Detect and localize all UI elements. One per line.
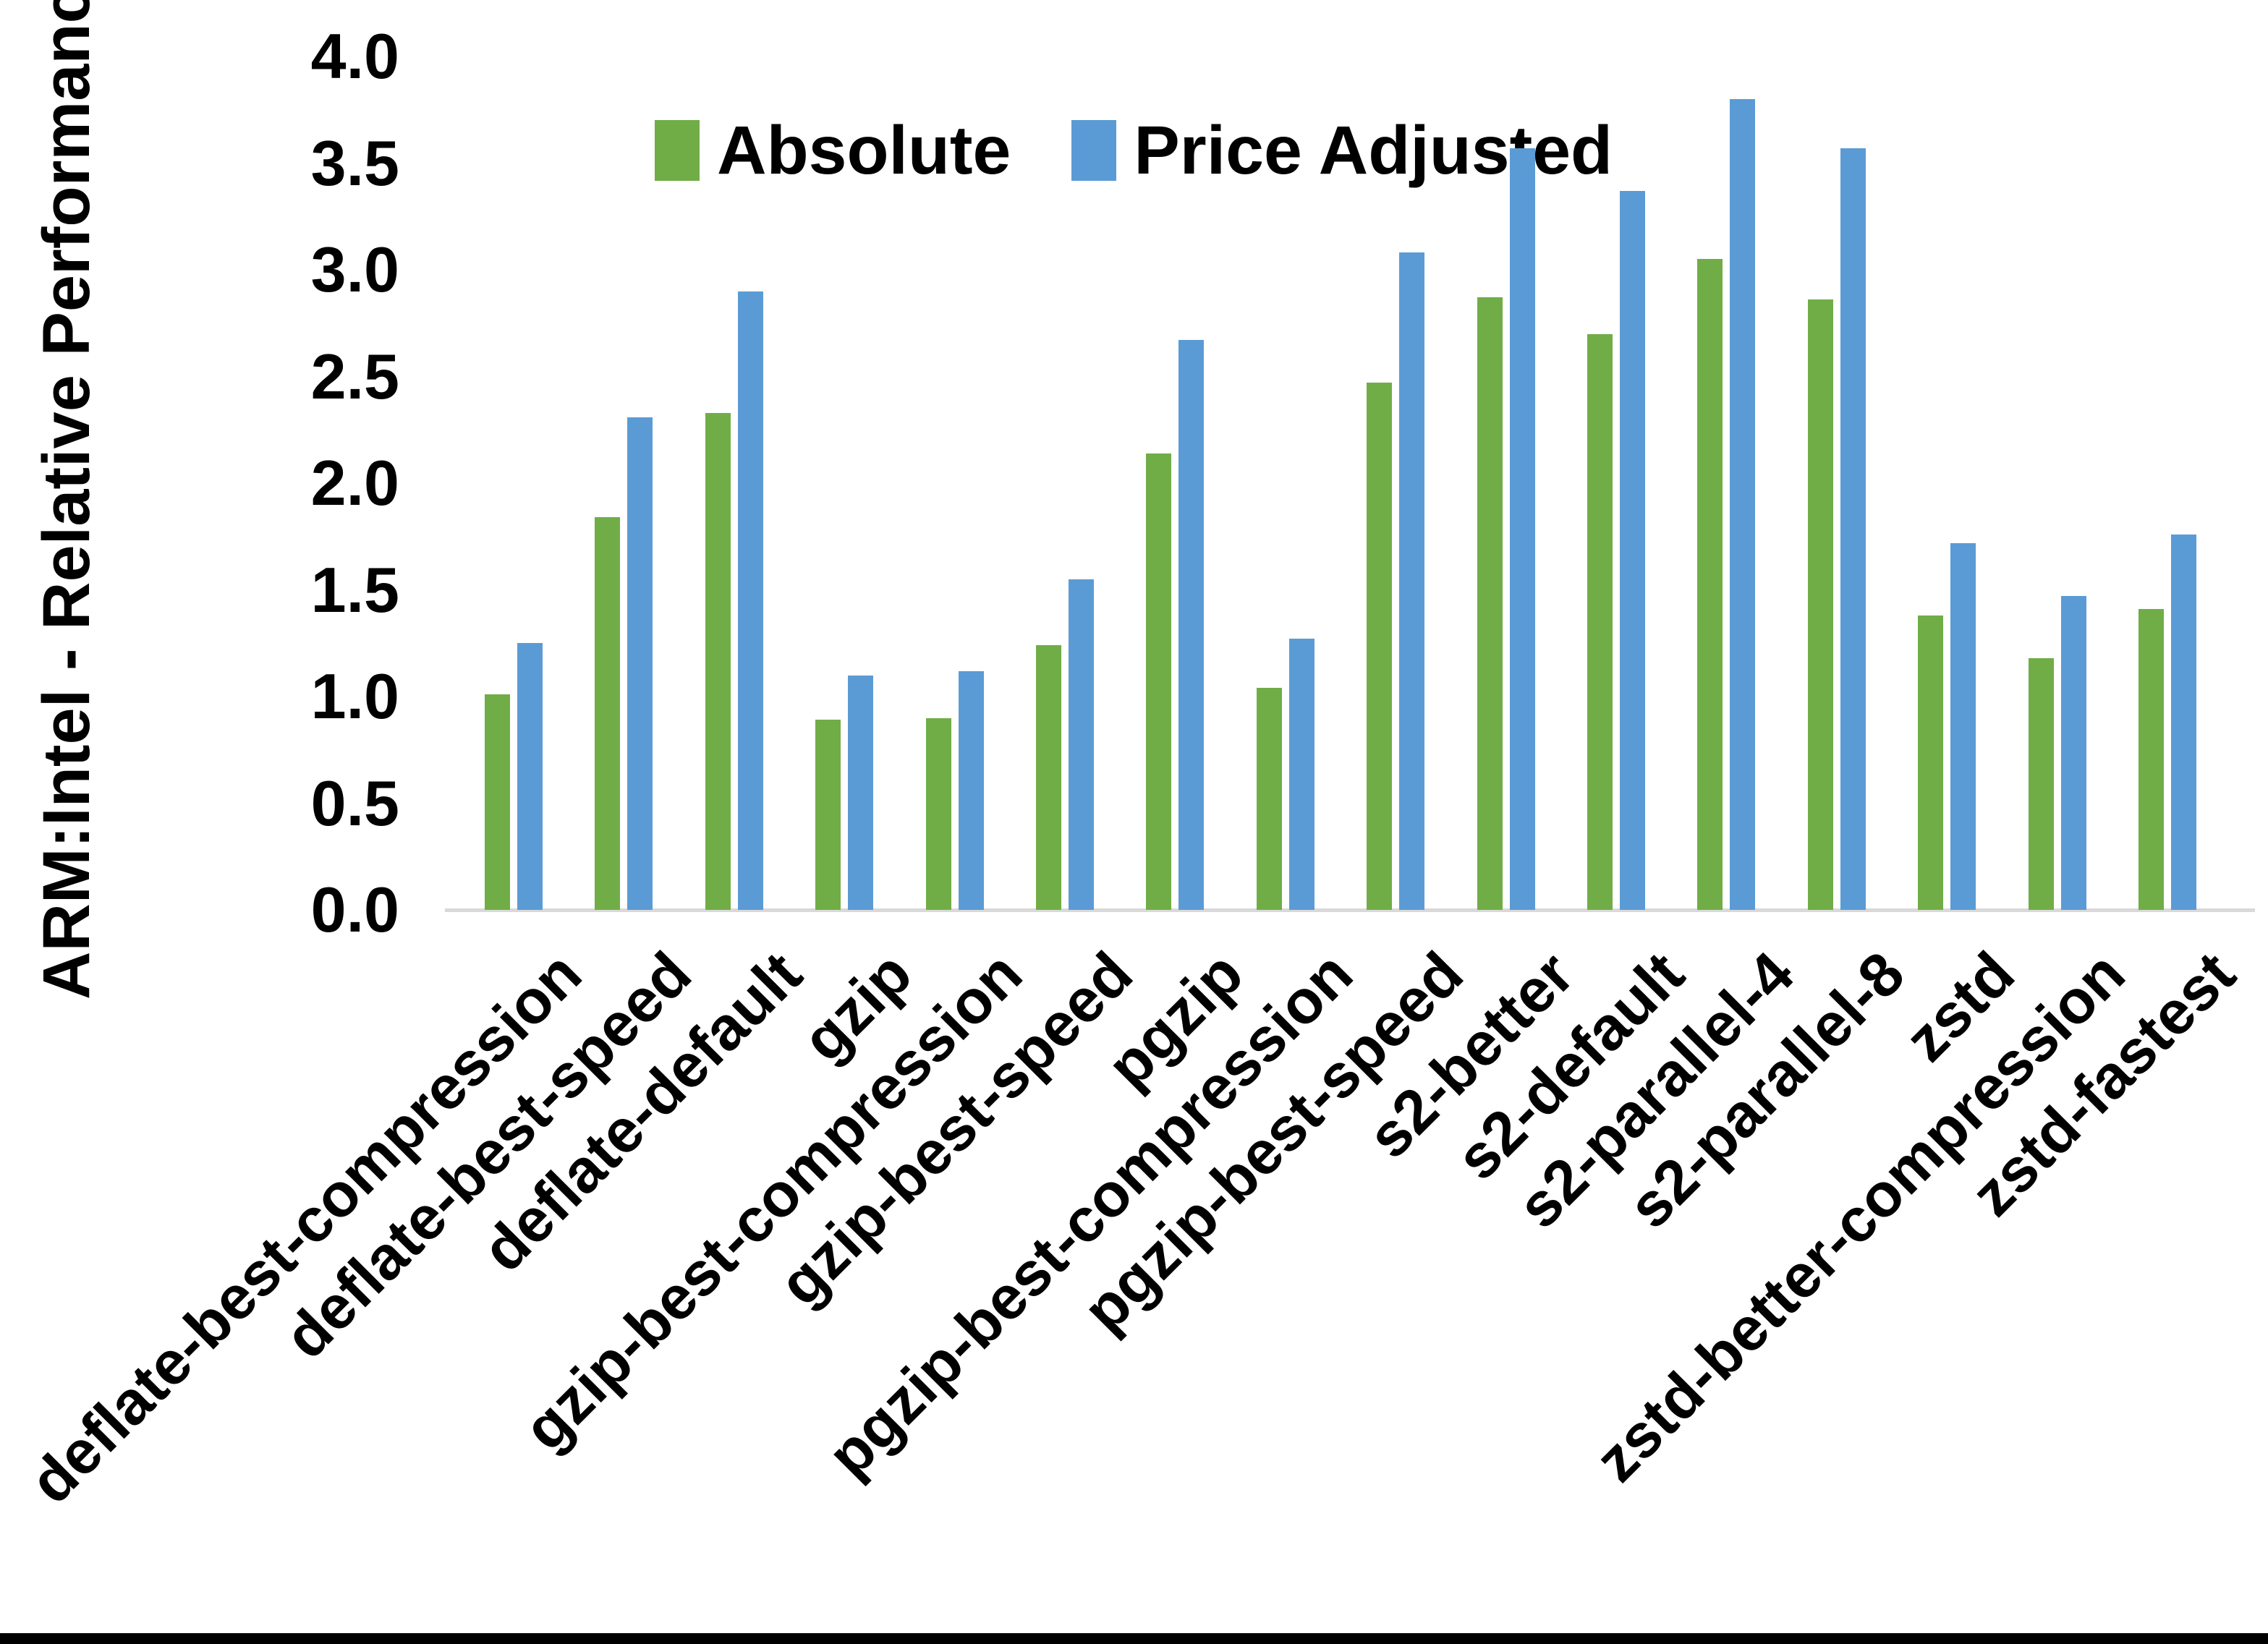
bar-absolute-s2-parallel-8 <box>1807 299 1833 910</box>
bar-price-adjusted-deflate-best-speed <box>627 417 653 910</box>
y-tick-label: 2.0 <box>310 447 399 519</box>
bar-price-adjusted-deflate-best-compression <box>517 643 543 910</box>
bar-price-adjusted-s2-default <box>1620 190 1645 910</box>
y-tick-label: 4.0 <box>310 20 399 92</box>
bar-price-adjusted-s2-parallel-4 <box>1730 99 1756 910</box>
bar-price-adjusted-zstd-better-compression <box>2060 596 2086 910</box>
bar-absolute-s2-better <box>1477 297 1503 910</box>
legend-swatch-price-adjusted <box>1071 120 1117 182</box>
bar-price-adjusted-deflate-default <box>737 291 763 910</box>
bar-absolute-deflate-best-compression <box>485 694 510 910</box>
bar-absolute-pgzip <box>1146 453 1172 910</box>
bar-absolute-deflate-best-speed <box>595 517 621 910</box>
bar-absolute-gzip-best-speed <box>1036 645 1061 910</box>
y-tick-label: 3.0 <box>310 234 399 305</box>
bar-price-adjusted-zstd <box>1950 542 1976 910</box>
x-axis-line <box>445 908 2255 912</box>
bar-price-adjusted-zstd-fastest <box>2171 534 2196 910</box>
bar-price-adjusted-gzip <box>848 675 874 910</box>
bottom-border <box>0 1633 2268 1644</box>
y-tick-label: 1.5 <box>310 553 399 626</box>
y-tick-label: 1.0 <box>310 660 399 732</box>
y-tick-label: 3.5 <box>310 127 399 199</box>
legend-label-absolute: Absolute <box>717 112 1011 189</box>
bar-absolute-pgzip-best-compression <box>1256 688 1282 910</box>
y-tick-label: 0.5 <box>310 767 399 839</box>
bar-price-adjusted-pgzip <box>1178 340 1205 910</box>
legend-item-absolute: Absolute <box>655 113 1011 189</box>
bar-absolute-zstd-fastest <box>2139 609 2164 910</box>
bar-price-adjusted-s2-better <box>1509 148 1535 910</box>
bar-absolute-pgzip-best-speed <box>1367 383 1393 910</box>
bar-absolute-deflate-default <box>705 412 731 910</box>
y-tick-label: 0.0 <box>310 874 399 945</box>
bar-price-adjusted-gzip-best-speed <box>1069 579 1094 910</box>
bar-price-adjusted-gzip-best-compression <box>958 670 984 910</box>
bar-absolute-gzip <box>815 720 841 910</box>
bar-price-adjusted-s2-parallel-8 <box>1840 148 1866 910</box>
legend-swatch-absolute <box>655 120 700 182</box>
bar-absolute-zstd-better-compression <box>2028 657 2054 910</box>
bar-price-adjusted-pgzip-best-compression <box>1288 639 1314 910</box>
bar-price-adjusted-pgzip-best-speed <box>1399 252 1425 910</box>
y-tick-label: 2.5 <box>310 340 399 412</box>
bar-absolute-zstd <box>1918 615 1944 910</box>
bar-absolute-s2-default <box>1587 333 1613 910</box>
legend: Absolute Price Adjusted <box>655 113 1613 189</box>
legend-label-price-adjusted: Price Adjusted <box>1134 112 1613 189</box>
bar-absolute-gzip-best-compression <box>925 717 951 910</box>
bar-absolute-s2-parallel-4 <box>1697 259 1723 910</box>
